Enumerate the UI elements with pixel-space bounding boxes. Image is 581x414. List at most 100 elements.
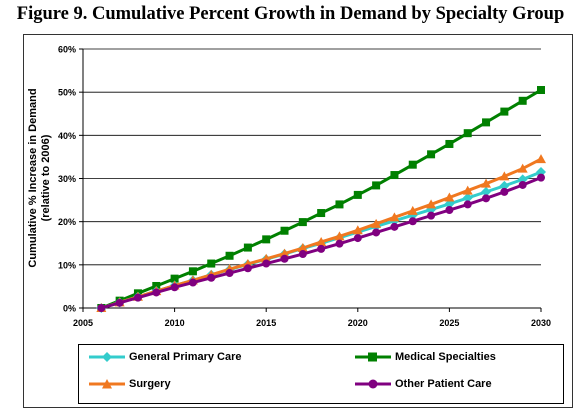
data-point bbox=[427, 150, 436, 159]
data-point bbox=[518, 180, 527, 189]
data-point bbox=[352, 225, 363, 235]
y-axis-label-line1: Cumulative % Increase in Demand bbox=[27, 88, 39, 267]
chart-frame bbox=[23, 34, 573, 408]
square-marker-icon bbox=[355, 352, 391, 362]
data-point bbox=[152, 288, 161, 297]
legend-label: Medical Specialties bbox=[395, 351, 496, 363]
legend-label: Other Patient Care bbox=[395, 378, 492, 390]
series-line bbox=[100, 88, 542, 310]
data-point bbox=[371, 218, 382, 228]
y-tick-label: 10% bbox=[58, 260, 76, 270]
data-point bbox=[426, 199, 437, 209]
y-tick-label: 0% bbox=[63, 304, 76, 314]
chart-legend: General Primary Care Medical Specialties… bbox=[78, 344, 564, 404]
data-point bbox=[390, 171, 399, 180]
series-line bbox=[100, 157, 542, 310]
axes: 0% 10% 20% 30% 40% 50% 60% 2005 2010 2015 2020 2025… bbox=[58, 45, 551, 329]
data-point bbox=[225, 251, 234, 260]
data-point bbox=[279, 248, 290, 258]
data-point bbox=[372, 228, 381, 237]
x-tick-label: 2005 bbox=[73, 318, 93, 328]
data-point bbox=[317, 209, 326, 218]
data-point bbox=[298, 250, 307, 259]
data-point bbox=[225, 269, 234, 278]
data-point bbox=[518, 96, 527, 105]
x-tick-label: 2030 bbox=[531, 318, 551, 328]
data-point bbox=[152, 281, 161, 290]
data-point bbox=[482, 194, 491, 203]
data-point bbox=[408, 217, 417, 226]
y-axis-label: Cumulative % Increase in Demand (relativ… bbox=[27, 88, 52, 267]
data-point bbox=[444, 192, 455, 202]
data-point bbox=[372, 181, 381, 190]
legend-item-general-primary-care: General Primary Care bbox=[89, 351, 242, 363]
data-point bbox=[389, 212, 400, 222]
data-point bbox=[133, 293, 142, 302]
data-point bbox=[463, 129, 472, 138]
data-point bbox=[188, 278, 197, 287]
data-point bbox=[335, 239, 344, 248]
y-tick-label: 60% bbox=[58, 45, 76, 55]
data-point bbox=[499, 180, 510, 191]
figure-title: Figure 9. Cumulative Percent Growth in D… bbox=[16, 4, 565, 24]
legend-item-other-patient-care: Other Patient Care bbox=[355, 378, 492, 390]
x-tick-label: 2015 bbox=[256, 318, 276, 328]
data-point bbox=[280, 226, 289, 235]
data-point bbox=[445, 206, 454, 215]
data-point bbox=[170, 283, 179, 292]
legend-item-surgery: Surgery bbox=[89, 378, 171, 390]
data-point bbox=[334, 231, 345, 241]
data-point bbox=[463, 200, 472, 209]
data-point bbox=[517, 163, 528, 173]
y-tick-label: 20% bbox=[58, 217, 76, 227]
data-point bbox=[316, 236, 327, 246]
data-point bbox=[427, 211, 436, 220]
data-point bbox=[536, 154, 546, 164]
data-point bbox=[462, 185, 473, 195]
data-point bbox=[262, 259, 271, 268]
data-point bbox=[298, 218, 307, 227]
legend-label: Surgery bbox=[129, 378, 171, 390]
data-point bbox=[445, 139, 454, 148]
x-tick-label: 2010 bbox=[165, 318, 185, 328]
data-point bbox=[537, 86, 545, 95]
data-point bbox=[207, 273, 216, 282]
data-point bbox=[481, 186, 492, 197]
y-tick-label: 30% bbox=[58, 174, 76, 184]
data-point bbox=[243, 264, 252, 273]
data-point bbox=[537, 173, 545, 182]
data-point bbox=[317, 244, 326, 253]
triangle-marker-icon bbox=[89, 379, 125, 389]
data-point bbox=[407, 205, 418, 215]
data-point bbox=[335, 200, 344, 209]
data-point bbox=[115, 298, 124, 307]
data-point bbox=[500, 187, 509, 196]
legend-label: General Primary Care bbox=[129, 351, 242, 363]
data-point bbox=[500, 107, 509, 116]
y-axis-label-line2: (relative to 2006) bbox=[40, 134, 52, 221]
data-point bbox=[353, 234, 362, 243]
x-tick-label: 2020 bbox=[348, 318, 368, 328]
data-point bbox=[390, 222, 399, 231]
data-point bbox=[481, 178, 492, 188]
data-point bbox=[207, 259, 216, 268]
data-point bbox=[499, 171, 510, 181]
diamond-marker-icon bbox=[89, 352, 125, 362]
gridlines bbox=[83, 48, 541, 266]
data-point bbox=[243, 243, 252, 252]
data-point bbox=[170, 274, 179, 283]
data-point bbox=[97, 304, 106, 312]
data-point bbox=[297, 242, 308, 252]
data-point bbox=[280, 254, 289, 263]
data-point bbox=[262, 235, 271, 244]
x-tick-label: 2025 bbox=[439, 318, 459, 328]
data-point bbox=[188, 267, 197, 276]
circle-marker-icon bbox=[355, 379, 391, 389]
y-tick-label: 40% bbox=[58, 131, 76, 141]
series-lines bbox=[96, 86, 546, 313]
data-point bbox=[353, 190, 362, 199]
y-tick-label: 50% bbox=[58, 88, 76, 98]
data-point bbox=[482, 118, 491, 127]
data-point bbox=[462, 192, 473, 203]
data-point bbox=[408, 160, 417, 169]
